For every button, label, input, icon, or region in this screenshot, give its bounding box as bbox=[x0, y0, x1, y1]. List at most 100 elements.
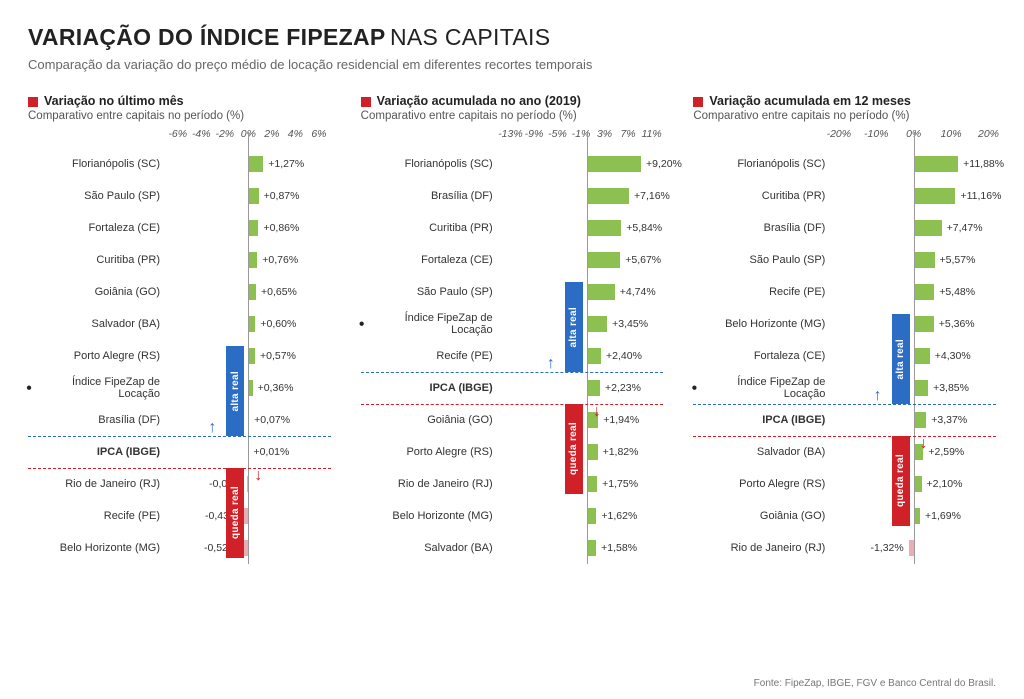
bar bbox=[587, 508, 597, 524]
axis-tick: -5% bbox=[548, 128, 567, 140]
source-footer: Fonte: FipeZap, IBGE, FGV e Banco Centra… bbox=[754, 678, 996, 689]
row-label: Goiânia (GO) bbox=[693, 510, 831, 522]
value-label: +2,40% bbox=[606, 350, 642, 362]
axis-tick: 20% bbox=[978, 128, 999, 140]
bar bbox=[914, 252, 935, 268]
chart-row: Brasília (DF)+7,16% bbox=[361, 180, 664, 212]
bar bbox=[587, 252, 620, 268]
value-label: +0,07% bbox=[254, 414, 290, 426]
row-plot: +1,62% bbox=[499, 500, 664, 532]
value-label: +5,48% bbox=[939, 286, 975, 298]
row-label: Rio de Janeiro (RJ) bbox=[361, 478, 499, 490]
chart-row: Curitiba (PR)+11,16% bbox=[693, 180, 996, 212]
row-label: Salvador (BA) bbox=[693, 446, 831, 458]
panel-title-text: Variação acumulada em 12 meses bbox=[709, 94, 911, 108]
chart-row: Porto Alegre (RS) +1,82% bbox=[361, 436, 664, 468]
chart-row: Belo Horizonte (MG)-0,52% bbox=[28, 532, 331, 564]
axis-tick: -10% bbox=[864, 128, 889, 140]
row-label: Índice FipeZap de Locação bbox=[28, 376, 166, 400]
zero-axis-line bbox=[914, 132, 915, 564]
panel-subtitle: Comparativo entre capitais no período (%… bbox=[693, 110, 996, 122]
chart-row: Florianópolis (SC)+11,88% bbox=[693, 148, 996, 180]
row-label: Curitiba (PR) bbox=[361, 222, 499, 234]
chart-row: Salvador (BA)+0,60% bbox=[28, 308, 331, 340]
value-label: +1,27% bbox=[268, 158, 304, 170]
value-label: +1,82% bbox=[603, 446, 639, 458]
row-label: Fortaleza (CE) bbox=[693, 350, 831, 362]
axis-tick: 6% bbox=[311, 128, 326, 140]
chart-row: Porto Alegre (RS)+0,57% bbox=[28, 340, 331, 372]
value-label: +3,45% bbox=[612, 318, 648, 330]
zero-axis-line bbox=[587, 132, 588, 564]
title-thin: NAS CAPITAIS bbox=[390, 24, 550, 50]
value-label: +3,37% bbox=[931, 414, 967, 426]
row-plot: +1,58% bbox=[499, 532, 664, 564]
chart-row: Brasília (DF)+7,47% bbox=[693, 212, 996, 244]
divider-queda-real bbox=[361, 404, 664, 405]
value-label: +0,65% bbox=[261, 286, 297, 298]
arrow-up-icon: ↑ bbox=[874, 388, 882, 404]
bar bbox=[248, 348, 255, 364]
row-label: Salvador (BA) bbox=[361, 542, 499, 554]
bar bbox=[587, 476, 597, 492]
bar bbox=[914, 156, 958, 172]
axis-labels: -13%-9%-5%-1%3%7%11% bbox=[499, 128, 664, 148]
value-label: +2,23% bbox=[605, 382, 641, 394]
band-alta-real: alta real↑ bbox=[226, 346, 244, 436]
row-label: Porto Alegre (RS) bbox=[361, 446, 499, 458]
chart-row: IPCA (IBGE) +3,37% bbox=[693, 404, 996, 436]
panel: Variação no último mêsComparativo entre … bbox=[28, 94, 331, 564]
chart-rows: Florianópolis (SC)+9,20%Brasília (DF)+7,… bbox=[361, 148, 664, 564]
row-label: Belo Horizonte (MG) bbox=[28, 542, 166, 554]
divider-alta-real bbox=[693, 404, 996, 405]
bar bbox=[914, 316, 934, 332]
value-label: +0,76% bbox=[262, 254, 298, 266]
row-label: São Paulo (SP) bbox=[28, 190, 166, 202]
row-label: Índice FipeZap de Locação bbox=[361, 312, 499, 336]
chart-rows: Florianópolis (SC)+11,88%Curitiba (PR)+1… bbox=[693, 148, 996, 564]
row-label: Fortaleza (CE) bbox=[28, 222, 166, 234]
band-label: alta real bbox=[568, 307, 579, 348]
bar bbox=[587, 284, 615, 300]
value-label: +0,60% bbox=[260, 318, 296, 330]
chart-row: Fortaleza (CE)+4,30% bbox=[693, 340, 996, 372]
bar bbox=[914, 476, 922, 492]
panel-title: Variação acumulada em 12 meses bbox=[693, 94, 996, 108]
panels-container: Variação no último mêsComparativo entre … bbox=[28, 94, 996, 564]
value-label: +3,85% bbox=[933, 382, 969, 394]
page-subtitle: Comparação da variação do preço médio de… bbox=[28, 57, 996, 72]
value-label: +2,10% bbox=[927, 478, 963, 490]
chart-rows: Florianópolis (SC)+1,27%São Paulo (SP)+0… bbox=[28, 148, 331, 564]
row-label: IPCA (IBGE) bbox=[693, 414, 831, 426]
row-label: Florianópolis (SC) bbox=[693, 158, 831, 170]
chart-row: IPCA (IBGE)+2,23% bbox=[361, 372, 664, 404]
chart-row: Fortaleza (CE) +0,86% bbox=[28, 212, 331, 244]
value-label: +1,69% bbox=[925, 510, 961, 522]
value-label: +0,57% bbox=[260, 350, 296, 362]
bar bbox=[248, 316, 255, 332]
band-queda-real: queda real↓ bbox=[565, 404, 583, 494]
value-label: +0,01% bbox=[253, 446, 289, 458]
value-label: +0,86% bbox=[263, 222, 299, 234]
band-alta-real: alta real↑ bbox=[565, 282, 583, 372]
value-label: +7,47% bbox=[947, 222, 983, 234]
chart-row: Índice FipeZap de Locação +3,45% bbox=[361, 308, 664, 340]
divider-queda-real bbox=[28, 468, 331, 469]
row-label: Goiânia (GO) bbox=[28, 286, 166, 298]
arrow-down-icon: ↓ bbox=[920, 436, 928, 452]
panel-subtitle: Comparativo entre capitais no período (%… bbox=[361, 110, 664, 122]
value-label: +7,16% bbox=[634, 190, 670, 202]
chart-row: Salvador (BA)+2,59% bbox=[693, 436, 996, 468]
bar bbox=[914, 348, 930, 364]
row-label: Florianópolis (SC) bbox=[361, 158, 499, 170]
row-label: Rio de Janeiro (RJ) bbox=[693, 542, 831, 554]
band-label: alta real bbox=[895, 339, 906, 380]
title-bold: VARIAÇÃO DO ÍNDICE FIPEZAP bbox=[28, 24, 386, 50]
axis-tick: 11% bbox=[641, 128, 661, 140]
chart-row: Goiânia (GO) +0,65% bbox=[28, 276, 331, 308]
row-plot: +5,67% bbox=[499, 244, 664, 276]
value-label: +1,75% bbox=[602, 478, 638, 490]
row-label: São Paulo (SP) bbox=[361, 286, 499, 298]
chart-row: Índice FipeZap de Locação+3,85% bbox=[693, 372, 996, 404]
row-label: Porto Alegre (RS) bbox=[693, 478, 831, 490]
